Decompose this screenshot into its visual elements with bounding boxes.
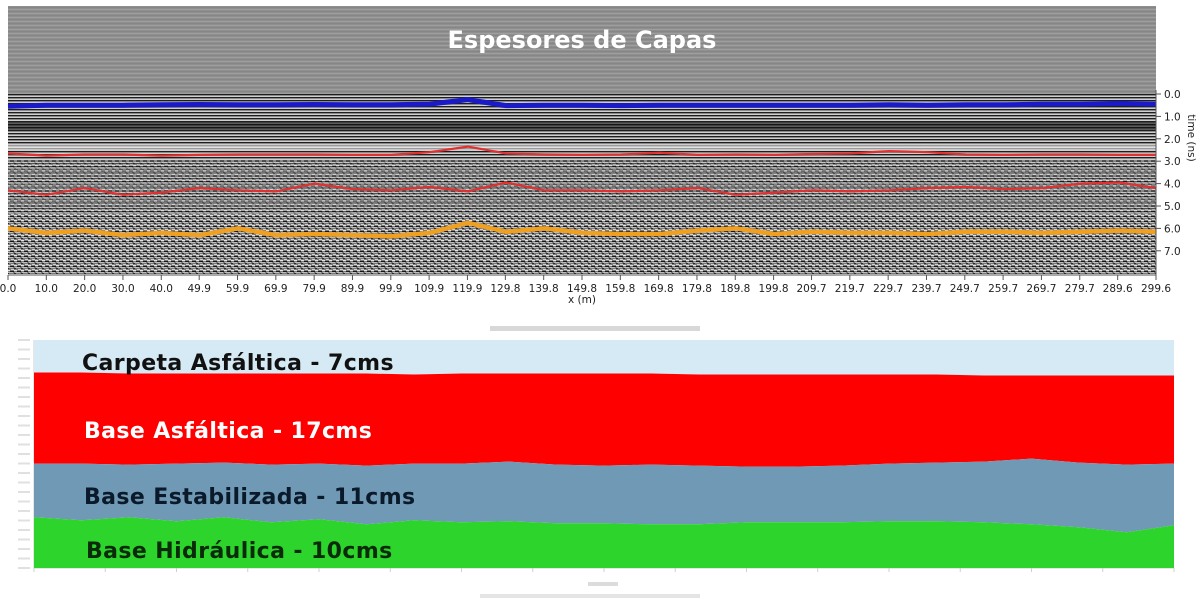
x-tick-label: 79.9 <box>302 283 325 295</box>
faint-y-tick <box>18 396 30 398</box>
x-tick-label: 20.0 <box>73 283 96 295</box>
faint-y-tick <box>18 377 30 379</box>
x-tick-label: 239.7 <box>911 283 941 295</box>
faint-y-tick <box>18 405 30 408</box>
interface-line-4 <box>7 220 1157 239</box>
y-tick-label: 1.0 <box>1164 111 1181 123</box>
layer-thickness-chart: Carpeta Asfáltica - 7cms Base Asfáltica … <box>0 318 1200 600</box>
x-tick-label: 109.9 <box>414 283 444 295</box>
faint-y-tick <box>18 548 30 550</box>
x-tick-label: 89.9 <box>341 283 364 295</box>
radar-profile-chart: Espesores de Capas 0.0 10.0 20.0 30.0 40.0 49… <box>0 6 1197 306</box>
x-tick-label: 129.8 <box>490 283 520 295</box>
y-tick-label: 2.0 <box>1164 134 1181 146</box>
x-tick-label: 30.0 <box>111 283 134 295</box>
faint-y-tick <box>18 434 30 436</box>
x-tick-label: 179.8 <box>682 283 712 295</box>
layer-areas <box>34 340 1174 568</box>
x-tick-label: 49.9 <box>188 283 211 295</box>
x-tick-label: 189.8 <box>720 283 750 295</box>
faint-y-tick <box>18 443 30 446</box>
faint-y-tick <box>18 348 30 351</box>
x-tick-label: 149.8 <box>567 283 597 295</box>
faint-y-tick <box>18 510 30 512</box>
faint-y-tick <box>18 519 30 522</box>
interface-line-3 <box>7 181 1157 196</box>
x-tick-label: 10.0 <box>35 283 58 295</box>
radar-title: Espesores de Capas <box>448 26 717 54</box>
x-tick-label: 159.8 <box>605 283 635 295</box>
faint-y-tick <box>18 529 30 531</box>
faint-y-tick <box>18 567 30 569</box>
y-tick-label: 5.0 <box>1164 201 1181 213</box>
x-tick-label: 0.0 <box>0 283 16 295</box>
x-tick-label: 99.9 <box>379 283 402 295</box>
faint-y-tick <box>18 339 30 341</box>
y-tick-label: 0.0 <box>1164 89 1181 101</box>
x-tick-label: 59.9 <box>226 283 249 295</box>
faint-y-tick <box>18 453 30 455</box>
x-tick-label: 279.7 <box>1065 283 1095 295</box>
interface-line-2 <box>7 145 1156 157</box>
layer-area-2 <box>34 372 1174 467</box>
x-tick-label: 299.6 <box>1141 283 1171 295</box>
x-axis-label: x (m) <box>568 294 596 306</box>
x-tick-label: 259.7 <box>988 283 1018 295</box>
label-base-hidraulica: Base Hidráulica - 10cms <box>86 539 393 564</box>
label-base-asfaltica: Base Asfáltica - 17cms <box>84 419 372 444</box>
interface-line-1 <box>7 97 1157 109</box>
label-base-estabilizada: Base Estabilizada - 11cms <box>84 485 416 510</box>
x-tick-label: 229.7 <box>873 283 903 295</box>
y-axis: 0.0 1.0 2.0 3.0 4.0 5.0 6.0 7.0 <box>1155 89 1181 275</box>
x-tick-label: 40.0 <box>150 283 173 295</box>
x-tick-label: 119.9 <box>452 283 482 295</box>
x-tick-label: 139.8 <box>529 283 559 295</box>
y-tick-label: 4.0 <box>1164 179 1181 191</box>
y-axis-label: time (ns) <box>1185 114 1197 161</box>
faint-y-tick <box>18 472 30 474</box>
faint-y-tick <box>18 538 30 541</box>
x-tick-label: 169.8 <box>644 283 674 295</box>
x-tick-label: 209.7 <box>796 283 826 295</box>
faint-y-tick <box>18 386 30 389</box>
x-tick-label: 199.8 <box>759 283 789 295</box>
x-tick-label: 219.7 <box>835 283 865 295</box>
y-tick-label: 3.0 <box>1164 156 1181 168</box>
faint-y-tick <box>18 367 30 370</box>
interface-lines <box>7 97 1157 239</box>
faint-y-tick <box>18 557 30 560</box>
layer-area-1 <box>34 340 1174 376</box>
faint-y-tick <box>18 491 30 493</box>
x-axis: 0.0 10.0 20.0 30.0 40.0 49.9 59.9 69.9 79.9 89.9 9… <box>0 274 1171 295</box>
layer-area-4 <box>34 517 1174 568</box>
y-tick-label: 7.0 <box>1164 246 1181 258</box>
faint-y-tick <box>18 424 30 427</box>
faint-y-tick <box>18 415 30 417</box>
layer-area-3 <box>34 458 1174 533</box>
x-tick-label: 269.7 <box>1026 283 1056 295</box>
faint-y-tick <box>18 481 30 484</box>
label-carpeta-asfaltica: Carpeta Asfáltica - 7cms <box>82 351 394 376</box>
y-tick-label: 6.0 <box>1164 223 1181 235</box>
x-tick-label: 69.9 <box>264 283 287 295</box>
x-tick-label: 289.6 <box>1103 283 1133 295</box>
faint-y-tick <box>18 462 30 465</box>
faint-y-tick <box>18 500 30 503</box>
faint-y-tick <box>18 358 30 360</box>
x-tick-label: 249.7 <box>950 283 980 295</box>
